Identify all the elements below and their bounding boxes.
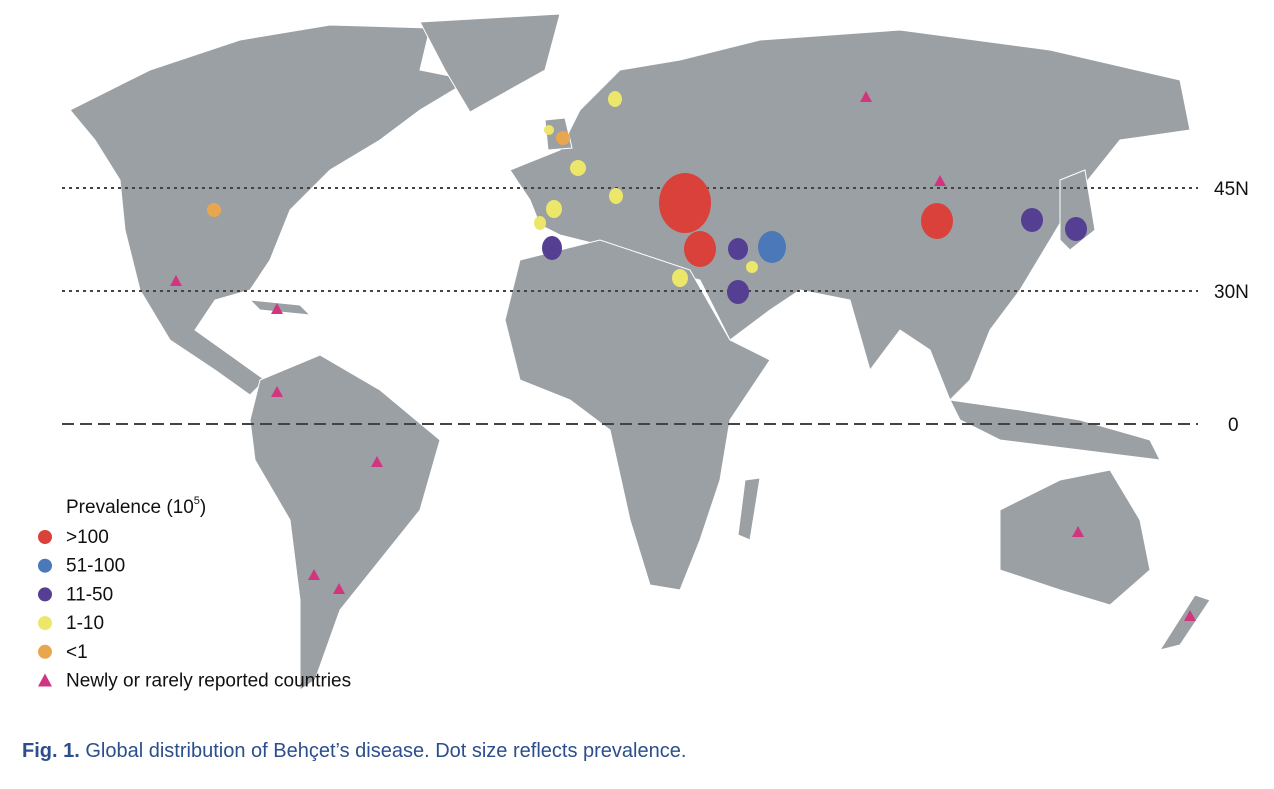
prevalence-dot xyxy=(544,125,554,135)
prevalence-dot xyxy=(727,280,749,304)
prevalence-dot xyxy=(672,269,688,287)
latitude-label: 30N xyxy=(1214,282,1249,303)
caption-label: Fig. 1. xyxy=(22,740,80,762)
report-marker xyxy=(1072,526,1084,537)
indonesia xyxy=(949,399,1161,461)
prevalence-dot xyxy=(534,216,546,230)
prevalence-dot xyxy=(207,203,221,217)
latitude-label: 0 xyxy=(1228,415,1239,436)
prevalence-dot xyxy=(1021,208,1043,232)
prevalence-dot xyxy=(684,231,716,267)
prevalence-markers xyxy=(170,91,1196,621)
prevalence-dot xyxy=(758,231,786,263)
report-marker xyxy=(934,175,946,186)
new-zealand xyxy=(1158,594,1211,651)
africa xyxy=(504,239,771,591)
caption-text: Global distribution of Behçet’s disease.… xyxy=(80,740,687,762)
report-marker xyxy=(308,569,320,580)
prevalence-dot xyxy=(608,91,622,107)
latitude-label: 45N xyxy=(1214,179,1249,200)
legend-title-text: Prevalence (10 xyxy=(66,497,194,518)
prevalence-dot xyxy=(570,160,586,176)
prevalence-dot xyxy=(1065,217,1087,241)
legend-label: 1-10 xyxy=(66,613,104,634)
prevalence-dot xyxy=(609,188,623,204)
legend-title-end: ) xyxy=(200,497,206,518)
prevalence-dot xyxy=(728,238,748,260)
report-marker xyxy=(271,386,283,397)
legend-marker xyxy=(38,644,52,659)
madagascar xyxy=(737,477,761,541)
north-america xyxy=(69,24,472,396)
australia xyxy=(999,469,1151,606)
world-map xyxy=(69,13,1211,691)
legend-marker xyxy=(38,558,52,573)
prevalence-dot xyxy=(659,173,711,233)
legend-title: Prevalence (105) xyxy=(66,495,206,518)
caption: Fig. 1. Global distribution of Behçet’s … xyxy=(22,740,686,762)
legend-label: >100 xyxy=(66,527,109,548)
report-marker xyxy=(333,583,345,594)
report-marker xyxy=(371,456,383,467)
prevalence-dot xyxy=(542,236,562,260)
prevalence-dot xyxy=(921,203,953,239)
report-marker xyxy=(170,275,182,286)
greenland xyxy=(419,13,561,113)
legend-marker xyxy=(38,530,52,544)
prevalence-dot xyxy=(546,200,562,218)
legend-label: Newly or rarely reported countries xyxy=(66,671,351,692)
latitude-lines: 45N 30N 0 xyxy=(62,179,1249,436)
prevalence-dot xyxy=(556,131,570,145)
report-marker xyxy=(1184,610,1196,621)
legend-label: <1 xyxy=(66,642,88,663)
legend-marker xyxy=(38,673,52,687)
legend-title-superscript: 5 xyxy=(194,495,200,507)
legend-label: 51-100 xyxy=(66,556,125,577)
caribbean xyxy=(248,299,312,316)
legend-label: 11-50 xyxy=(66,584,113,605)
prevalence-dot xyxy=(746,261,758,273)
legend-marker xyxy=(38,616,52,631)
legend-marker xyxy=(38,587,52,602)
south-america xyxy=(249,354,441,691)
legend: Prevalence (105) >100 51-100 11-50 1-10 <1 Ne… xyxy=(38,495,351,692)
report-marker xyxy=(271,303,283,314)
report-marker xyxy=(860,91,872,102)
